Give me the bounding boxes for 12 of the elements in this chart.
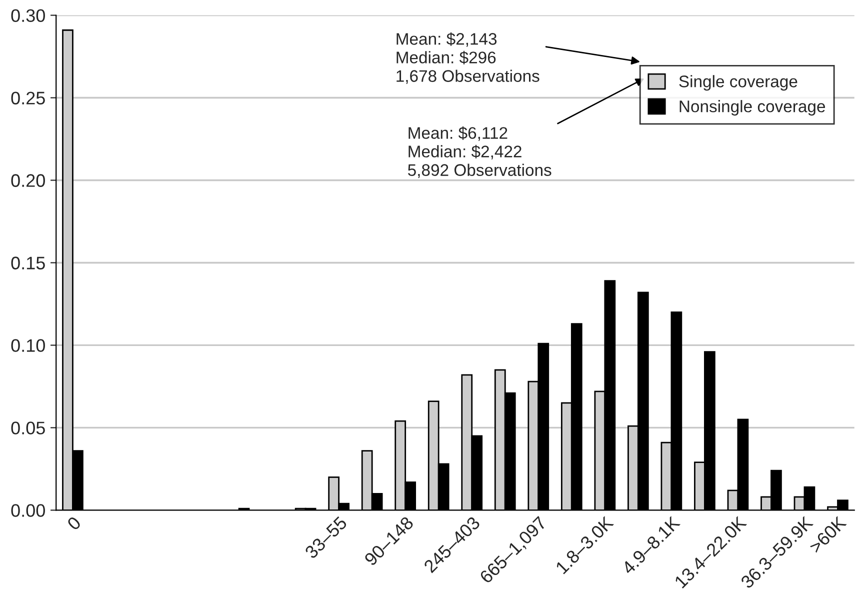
annotation: Mean: $2,143 Median: $296 1,678 Observations (396, 32, 540, 84)
legend-label: Nonsingle coverage (680, 100, 825, 116)
legend-label: Single coverage (679, 75, 798, 91)
y-tick-label: 0.15 (11, 256, 45, 270)
y-tick-label: 0.20 (11, 174, 45, 187)
x-tick-label: 0 (66, 516, 82, 531)
y-tick-label: 0.05 (11, 422, 45, 434)
y-tick-label: 0.30 (11, 9, 45, 22)
y-tick-label: 0.00 (11, 504, 45, 517)
y-tick-label: 0.25 (11, 92, 45, 104)
annotation: Mean: $6,112 Median: $2,422 5,892 Observations (408, 126, 552, 178)
y-tick-label: 0.10 (11, 339, 45, 352)
